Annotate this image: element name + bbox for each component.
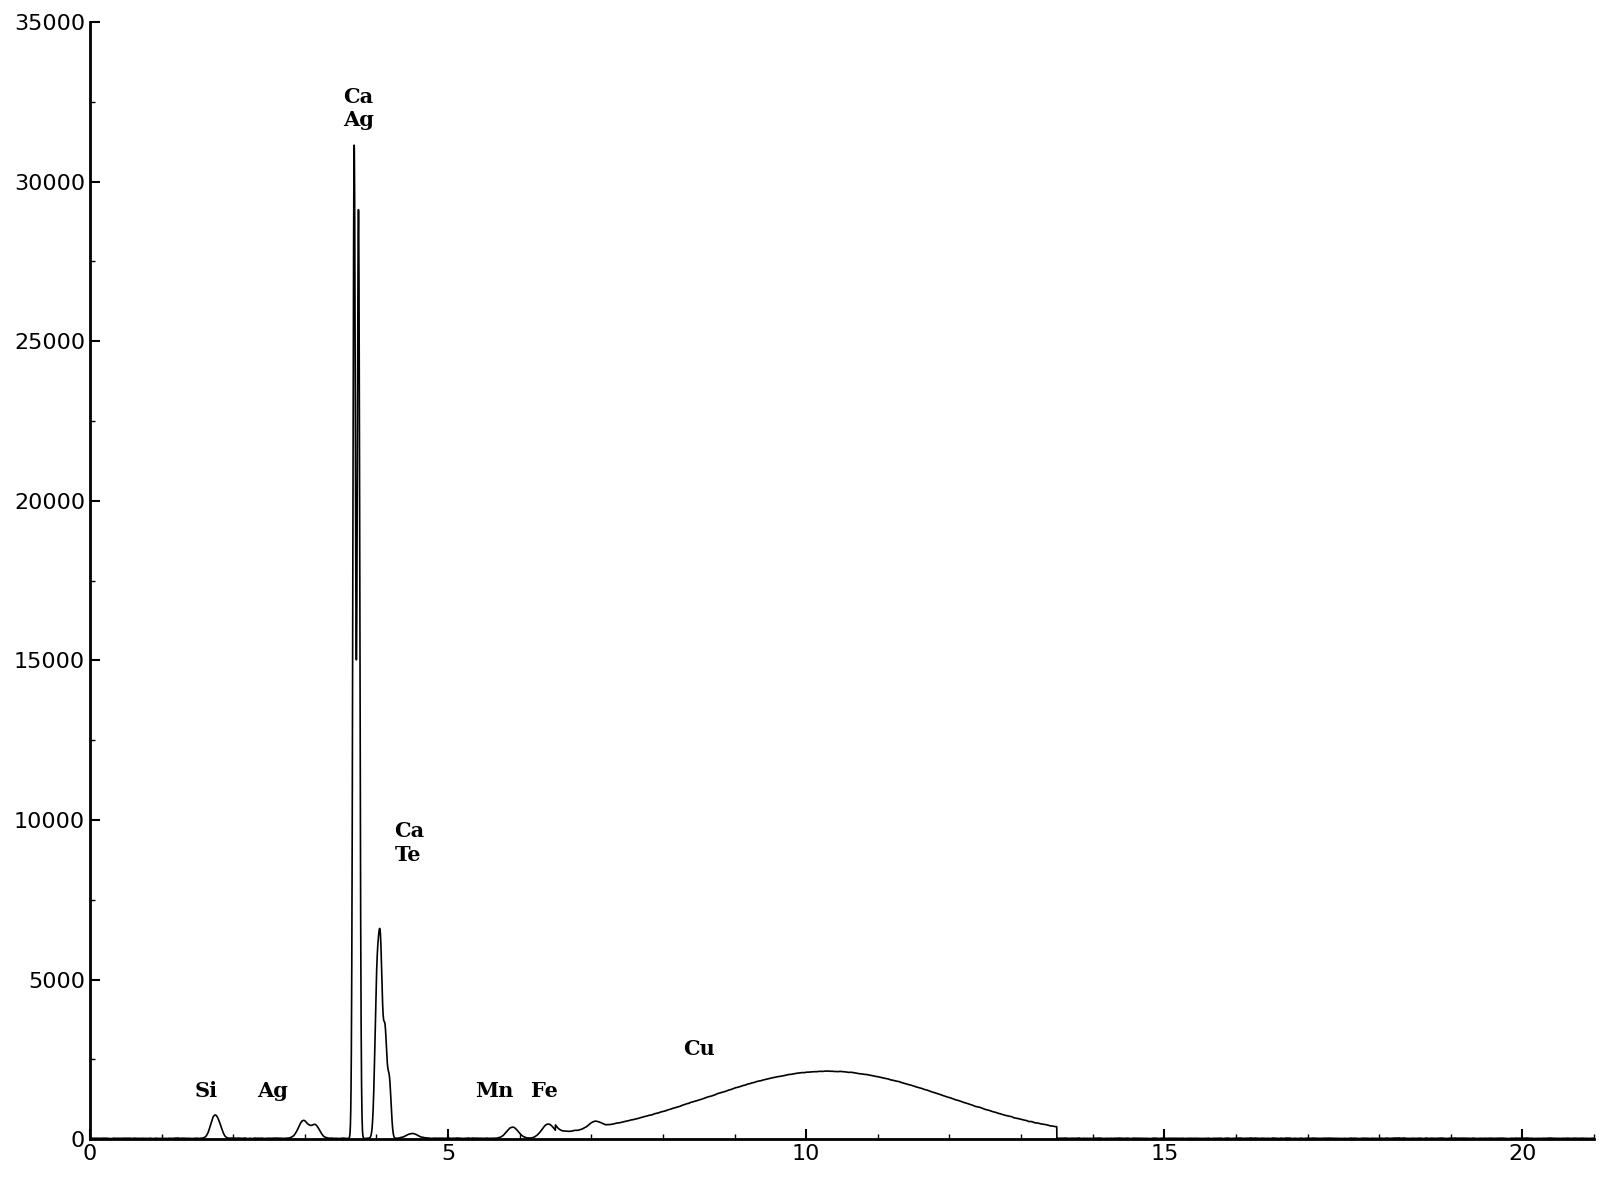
Text: Ca
Ag: Ca Ag [342,87,374,131]
Text: Ag: Ag [257,1081,288,1101]
Text: Si: Si [194,1081,217,1101]
Text: Cu: Cu [683,1039,714,1059]
Text: Mn: Mn [476,1081,514,1101]
Text: Fe: Fe [530,1081,558,1101]
Text: Ca
Te: Ca Te [394,821,424,865]
